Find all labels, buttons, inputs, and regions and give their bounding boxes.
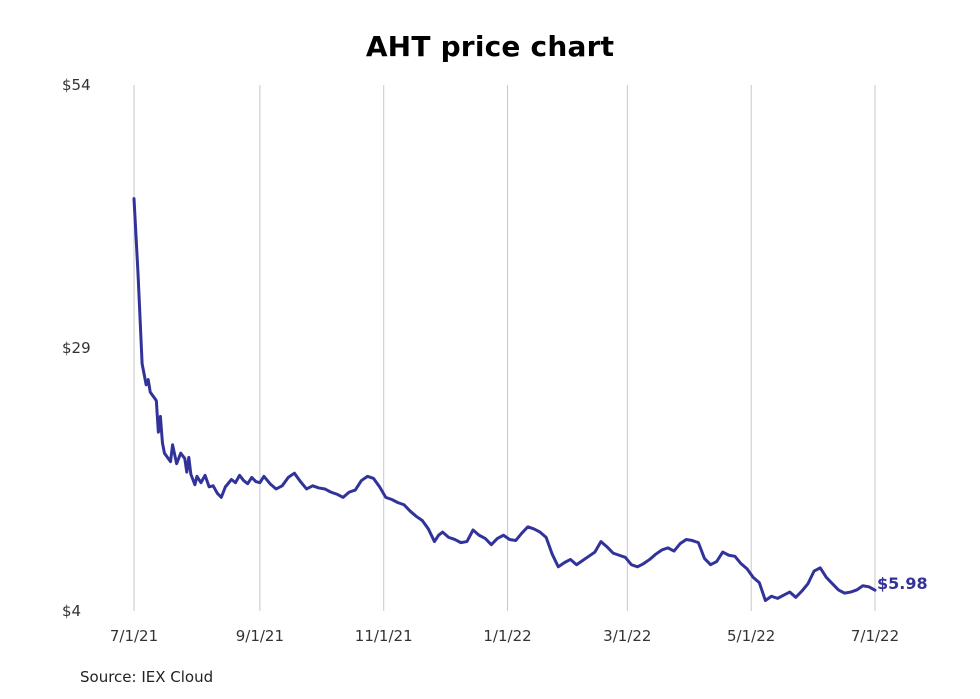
x-axis-ticks: 7/1/21 9/1/21 11/1/21 1/1/22 3/1/22 5/1/22 7/1… bbox=[110, 627, 899, 645]
price-line bbox=[132, 197, 877, 602]
y-axis-ticks: $4 $29 $54 bbox=[62, 76, 91, 620]
x-tick-label: 7/1/22 bbox=[851, 627, 899, 645]
y-tick-label: $54 bbox=[62, 76, 91, 94]
y-tick-label: $29 bbox=[62, 339, 91, 357]
x-tick-label: 1/1/22 bbox=[483, 627, 531, 645]
x-tick-label: 11/1/21 bbox=[355, 627, 413, 645]
source-note: Source: IEX Cloud bbox=[80, 668, 214, 686]
gridlines bbox=[133, 85, 876, 611]
label-layer: $5.98 bbox=[877, 574, 928, 593]
x-tick-label: 3/1/22 bbox=[603, 627, 651, 645]
x-tick-label: 9/1/21 bbox=[236, 627, 284, 645]
chart-title: AHT price chart bbox=[365, 30, 615, 63]
last-value-label: $5.98 bbox=[877, 574, 928, 593]
x-tick-label: 5/1/22 bbox=[727, 627, 775, 645]
y-tick-label: $4 bbox=[62, 602, 81, 620]
series-layer bbox=[132, 197, 877, 602]
x-tick-label: 7/1/21 bbox=[110, 627, 158, 645]
